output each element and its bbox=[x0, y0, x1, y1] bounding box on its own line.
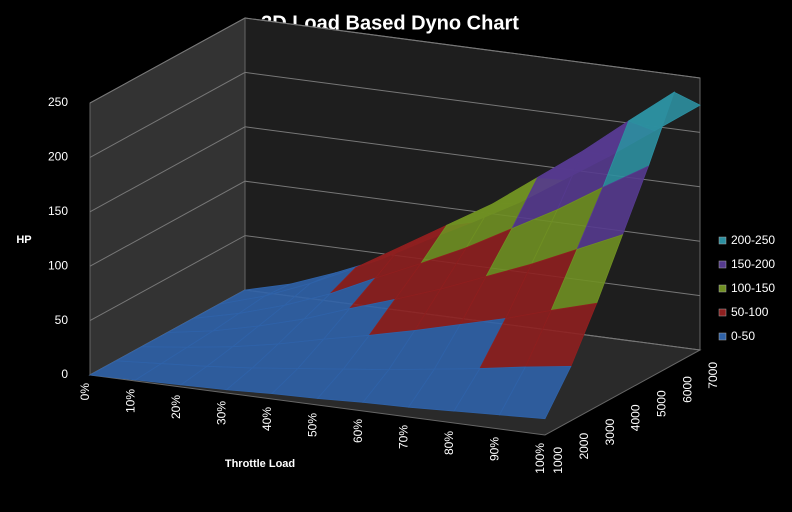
z-tick-label: 0 bbox=[61, 367, 68, 381]
x-tick-label: 20% bbox=[169, 395, 183, 419]
legend-swatch bbox=[718, 236, 727, 245]
legend-label: 200-250 bbox=[731, 233, 775, 247]
legend-swatch bbox=[718, 260, 727, 269]
x-tick-label: 50% bbox=[306, 413, 320, 437]
z-tick-label: 50 bbox=[55, 313, 69, 327]
depth-tick-label: 3000 bbox=[603, 418, 617, 445]
x-axis-title: Throttle Load bbox=[225, 458, 295, 470]
legend-swatch bbox=[718, 308, 727, 317]
legend-swatch bbox=[718, 284, 727, 293]
z-tick-label: 150 bbox=[48, 204, 68, 218]
x-tick-label: 60% bbox=[351, 419, 365, 443]
x-tick-label: 90% bbox=[488, 437, 502, 461]
x-tick-label: 30% bbox=[215, 401, 229, 425]
depth-tick-label: 5000 bbox=[655, 390, 669, 417]
depth-tick-label: 2000 bbox=[577, 433, 591, 460]
grid-line bbox=[89, 17, 701, 104]
x-tick-label: 40% bbox=[260, 407, 274, 431]
z-axis-title: HP bbox=[16, 234, 31, 246]
legend-label: 150-200 bbox=[731, 257, 775, 271]
x-tick-label: 100% bbox=[533, 443, 547, 474]
x-tick-label: 0% bbox=[78, 383, 92, 401]
x-tick-label: 10% bbox=[124, 389, 138, 413]
legend-swatch bbox=[718, 332, 727, 341]
legend-label: 100-150 bbox=[731, 281, 775, 295]
z-tick-label: 250 bbox=[48, 95, 68, 109]
depth-tick-label: 1000 bbox=[551, 447, 565, 474]
x-tick-label: 80% bbox=[442, 431, 456, 455]
depth-tick-label: 6000 bbox=[680, 376, 694, 403]
z-tick-label: 100 bbox=[48, 258, 68, 272]
depth-tick-label: 7000 bbox=[706, 362, 720, 389]
grid-line bbox=[89, 71, 701, 158]
legend-label: 0-50 bbox=[731, 329, 755, 343]
z-tick-label: 200 bbox=[48, 150, 68, 164]
x-tick-label: 70% bbox=[397, 425, 411, 449]
surface-patch bbox=[498, 366, 572, 420]
grid-line bbox=[89, 126, 701, 213]
depth-tick-label: 4000 bbox=[629, 404, 643, 431]
legend-label: 50-100 bbox=[731, 305, 769, 319]
